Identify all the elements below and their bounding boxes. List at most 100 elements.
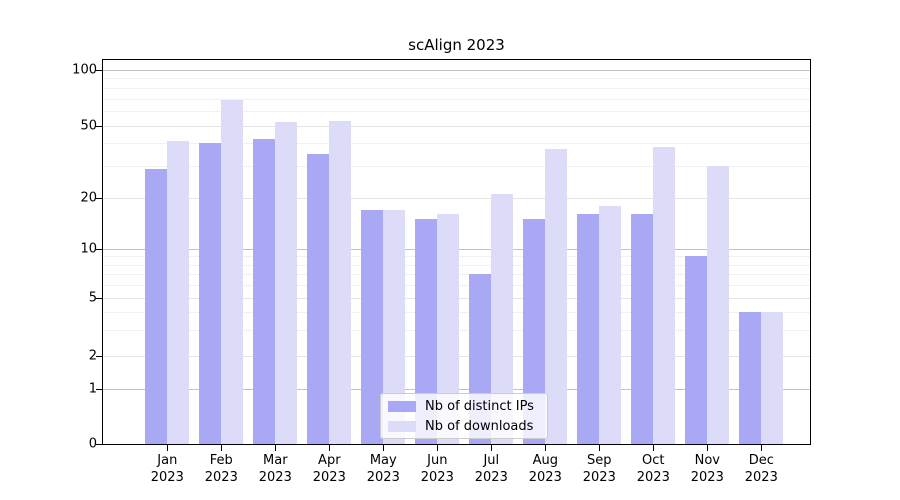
bar-downloads-aug	[545, 149, 568, 444]
x-tick-month: Oct	[642, 453, 665, 468]
x-tick-month: Aug	[532, 453, 558, 468]
chart-title: scAlign 2023	[408, 36, 505, 54]
x-tick-label: Sep 2023	[567, 452, 631, 486]
y-tick-mark	[96, 249, 102, 250]
bar-downloads-jan	[167, 141, 190, 444]
gridline	[103, 70, 810, 71]
bar-distinct-ips-jan	[145, 168, 168, 444]
legend: Nb of distinct IPs Nb of downloads	[380, 393, 548, 439]
x-tick-month: Dec	[748, 453, 774, 468]
x-tick-year: 2023	[258, 470, 292, 485]
y-tick-label: 100	[72, 62, 97, 78]
x-tick-label: Dec 2023	[729, 452, 793, 486]
x-tick-mark	[599, 445, 601, 451]
x-tick-year: 2023	[366, 470, 400, 485]
x-tick-label: Jul 2023	[459, 452, 523, 486]
y-tick-mark	[96, 125, 102, 127]
legend-swatch-distinct-ips	[388, 400, 416, 412]
gridline	[103, 165, 810, 167]
x-tick-mark	[707, 445, 709, 451]
gridline	[103, 78, 810, 80]
legend-label: Nb of downloads	[425, 418, 534, 434]
x-tick-year: 2023	[312, 470, 346, 485]
y-tick-label: 1	[88, 381, 97, 397]
bar-downloads-may	[383, 210, 406, 444]
y-tick-mark	[96, 356, 102, 357]
bar-downloads-apr	[329, 120, 352, 444]
x-tick-label: Jun 2023	[405, 452, 469, 486]
gridline	[103, 198, 810, 199]
y-tick-label: 20	[80, 190, 97, 206]
legend-swatch-downloads	[388, 420, 416, 432]
x-tick-month: Sep	[587, 453, 612, 468]
x-tick-label: May 2023	[351, 452, 415, 486]
y-tick-mark	[96, 198, 102, 199]
bar-distinct-ips-sep	[577, 214, 600, 444]
x-tick-label: Jan 2023	[135, 452, 199, 486]
bar-distinct-ips-mar	[253, 139, 276, 444]
y-tick-label: 5	[88, 290, 97, 306]
gridline	[103, 143, 810, 145]
bar-downloads-sep	[599, 205, 622, 444]
x-tick-year: 2023	[582, 470, 616, 485]
bar-downloads-jul	[491, 194, 514, 444]
bar-distinct-ips-jun	[415, 219, 438, 444]
bar-distinct-ips-nov	[685, 256, 708, 444]
x-tick-year: 2023	[420, 470, 454, 485]
x-tick-mark	[653, 445, 655, 451]
x-tick-label: Mar 2023	[243, 452, 307, 486]
gridline	[103, 87, 810, 89]
x-tick-mark	[275, 445, 277, 451]
x-tick-mark	[437, 445, 439, 451]
plot-area: Nb of distinct IPs Nb of downloads	[102, 59, 811, 445]
bar-downloads-oct	[653, 147, 676, 444]
y-tick-label: 2	[88, 348, 97, 364]
bar-distinct-ips-dec	[739, 312, 762, 444]
legend-label: Nb of distinct IPs	[425, 398, 534, 414]
bar-downloads-mar	[275, 122, 298, 444]
bar-downloads-dec	[761, 312, 784, 444]
bar-distinct-ips-oct	[631, 214, 654, 444]
x-tick-month: Jun	[427, 453, 448, 468]
y-tick-label: 10	[80, 241, 97, 257]
bar-distinct-ips-apr	[307, 153, 330, 444]
gridline	[103, 125, 810, 127]
x-tick-month: Apr	[318, 453, 341, 468]
y-tick-mark	[96, 298, 102, 299]
x-tick-year: 2023	[744, 470, 778, 485]
x-tick-month: Feb	[209, 453, 233, 468]
y-tick-label: 0	[88, 436, 97, 452]
bar-downloads-nov	[707, 165, 730, 444]
y-tick-mark	[96, 70, 102, 71]
bar-distinct-ips-aug	[523, 219, 546, 444]
x-tick-month: Nov	[694, 453, 720, 468]
y-tick-mark	[96, 389, 102, 390]
legend-item: Nb of distinct IPs	[381, 398, 547, 415]
legend-item: Nb of downloads	[381, 418, 547, 435]
y-tick-label: 50	[80, 118, 97, 133]
x-tick-mark	[761, 445, 763, 451]
x-tick-label: Aug 2023	[513, 452, 577, 486]
x-tick-label: Apr 2023	[297, 452, 361, 486]
x-tick-label: Nov 2023	[675, 452, 739, 486]
bar-distinct-ips-may	[361, 210, 384, 444]
x-tick-year: 2023	[636, 470, 670, 485]
gridline	[103, 98, 810, 100]
x-tick-mark	[221, 445, 223, 451]
y-tick-mark	[96, 444, 102, 445]
x-tick-month: Jul	[483, 453, 500, 468]
bar-downloads-jun	[437, 214, 460, 444]
bar-distinct-ips-feb	[199, 143, 222, 444]
x-tick-mark	[329, 445, 331, 451]
x-tick-month: May	[369, 453, 397, 468]
x-tick-year: 2023	[528, 470, 562, 485]
x-tick-mark	[545, 445, 547, 451]
x-tick-year: 2023	[204, 470, 238, 485]
x-tick-month: Jan	[157, 453, 178, 468]
x-tick-month: Mar	[263, 453, 288, 468]
x-tick-mark	[383, 445, 385, 451]
x-tick-mark	[167, 445, 169, 451]
x-tick-year: 2023	[690, 470, 724, 485]
x-tick-year: 2023	[474, 470, 508, 485]
